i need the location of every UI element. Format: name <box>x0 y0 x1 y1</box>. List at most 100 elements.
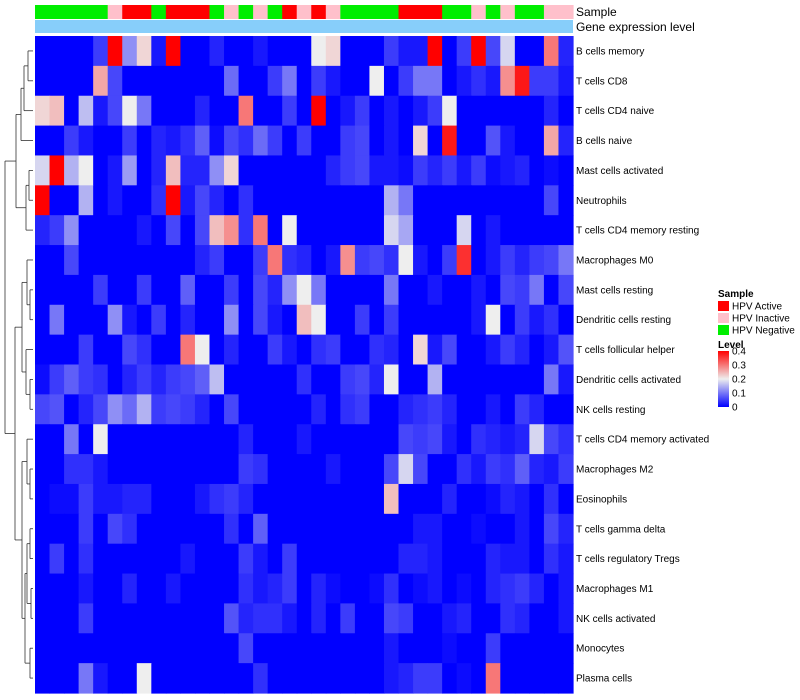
sample-annotation-cell <box>209 5 225 19</box>
heatmap-cell <box>238 36 254 67</box>
heatmap-cell <box>354 215 371 246</box>
heatmap-cell <box>78 274 94 306</box>
heatmap-cell <box>427 663 443 694</box>
heatmap-cell <box>151 274 167 306</box>
heatmap-cell <box>151 334 167 366</box>
heatmap-cell <box>122 155 138 186</box>
heatmap-cell <box>194 663 211 694</box>
heatmap-cell <box>514 573 530 605</box>
level-color-bar <box>718 351 729 407</box>
heatmap-cell <box>383 603 400 634</box>
heatmap-cell <box>500 663 516 694</box>
heatmap-cell <box>35 334 51 366</box>
sample-annotation-cell <box>35 5 51 19</box>
heatmap-cell <box>500 603 516 634</box>
heatmap-cell <box>282 573 298 605</box>
heatmap-cell <box>369 334 385 366</box>
heatmap-cell <box>253 95 269 127</box>
heatmap-cell <box>107 334 123 366</box>
heatmap-cell <box>383 185 400 216</box>
heatmap-cell <box>165 483 181 515</box>
heatmap-cell <box>64 334 80 366</box>
row-label: B cells memory <box>576 46 644 57</box>
heatmap-cell <box>165 424 181 455</box>
heatmap-cell <box>180 215 196 246</box>
heatmap-cell <box>78 424 94 455</box>
heatmap-cell <box>282 245 298 276</box>
heatmap-cell <box>253 603 269 634</box>
heatmap-cell <box>282 663 298 694</box>
heatmap-cell <box>369 573 385 605</box>
heatmap-cell <box>354 36 371 67</box>
row-dendrogram <box>4 50 33 679</box>
heatmap-cell <box>456 65 472 97</box>
heatmap-cell <box>325 274 341 306</box>
heatmap-cell <box>296 394 312 425</box>
heatmap-cell <box>296 603 312 634</box>
heatmap-cell <box>485 424 501 455</box>
heatmap-cell <box>442 334 458 366</box>
heatmap-cell <box>267 125 283 157</box>
heatmap-cell <box>49 394 65 425</box>
heatmap-cell <box>64 274 80 306</box>
heatmap-cell <box>456 274 472 306</box>
heatmap-cell <box>543 215 560 246</box>
heatmap-cell <box>558 304 574 336</box>
heatmap-cell <box>442 155 458 186</box>
heatmap-cell <box>456 454 472 485</box>
heatmap-cell <box>442 125 458 157</box>
heatmap-cell <box>35 424 51 455</box>
heatmap-cell <box>209 95 225 127</box>
heatmap-cell <box>165 334 181 366</box>
heatmap-cell <box>238 95 254 127</box>
sample-annotation-cell <box>49 5 65 19</box>
heatmap-cell <box>64 543 80 575</box>
heatmap-cell <box>282 633 298 664</box>
heatmap-cell <box>398 155 414 186</box>
heatmap-cell <box>194 155 211 186</box>
heatmap-cell <box>78 603 94 634</box>
sample-annotation-cell <box>398 5 414 19</box>
heatmap-cell <box>514 454 530 485</box>
heatmap-cell <box>413 95 429 127</box>
heatmap-cell <box>442 513 458 545</box>
heatmap-cell <box>224 663 240 694</box>
heatmap-cell <box>296 215 312 246</box>
heatmap-cell <box>311 663 327 694</box>
heatmap-cell <box>136 543 152 575</box>
heatmap-cell <box>340 125 356 157</box>
heatmap-cell <box>529 95 545 127</box>
heatmap-cell <box>340 334 356 366</box>
heatmap-cell <box>64 633 80 664</box>
row-label: Neutrophils <box>576 196 627 207</box>
heatmap-cell <box>456 245 472 276</box>
heatmap-cell <box>282 274 298 306</box>
heatmap-cell <box>398 543 414 575</box>
heatmap-cell <box>194 95 211 127</box>
heatmap-cell <box>35 304 51 336</box>
heatmap-cell <box>238 633 254 664</box>
heatmap-cell <box>311 274 327 306</box>
heatmap-cell <box>442 424 458 455</box>
heatmap-cell <box>413 215 429 246</box>
heatmap-cell <box>471 603 487 634</box>
heatmap-cell <box>64 185 80 216</box>
heatmap-cell <box>151 65 167 97</box>
sample-legend-swatch <box>718 313 729 323</box>
sample-annotation-bar <box>35 5 574 19</box>
heatmap-cell <box>107 125 123 157</box>
heatmap-cell <box>180 245 196 276</box>
heatmap-cell <box>49 603 65 634</box>
heatmap-cell <box>514 633 530 664</box>
heatmap-cell <box>354 274 371 306</box>
heatmap-cell <box>427 483 443 515</box>
heatmap-cell <box>224 185 240 216</box>
heatmap-cell <box>151 394 167 425</box>
heatmap-cell <box>427 185 443 216</box>
sample-annotation-cell <box>311 5 327 19</box>
heatmap-cell <box>64 65 80 97</box>
heatmap-cell <box>296 364 312 395</box>
heatmap-cell <box>427 454 443 485</box>
